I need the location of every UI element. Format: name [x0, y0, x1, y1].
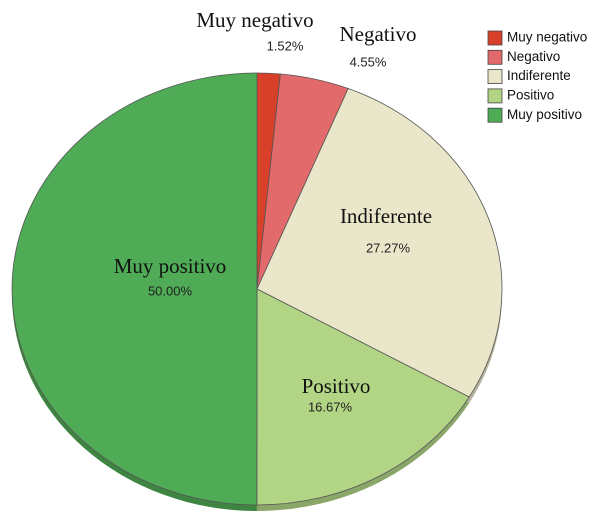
slice-label: Muy positivo [114, 254, 227, 278]
slice-label: Positivo [302, 374, 371, 398]
legend-swatch [487, 30, 503, 46]
value-label: 16.67% [308, 399, 353, 414]
legend-swatch [487, 69, 503, 84]
slice-label: Muy negativo [196, 8, 313, 32]
slice-label: Negativo [340, 22, 417, 46]
legend-label: Positivo [507, 87, 554, 102]
value-label: 1.52% [267, 38, 304, 53]
slice [256, 288, 470, 506]
legend-label: Muy negativo [507, 30, 587, 45]
legend-swatch [487, 107, 503, 123]
legend-label: Muy positivo [507, 107, 582, 122]
legend-label: Indiferente [507, 68, 571, 83]
legend-label: Negativo [507, 49, 560, 64]
slice-label: Indiferente [340, 204, 432, 228]
value-label: 4.55% [350, 54, 387, 69]
value-label: 50.00% [148, 283, 193, 298]
legend-swatch [487, 49, 503, 65]
slice [11, 72, 258, 506]
value-label: 27.27% [366, 240, 411, 255]
legend-swatch [487, 88, 503, 104]
